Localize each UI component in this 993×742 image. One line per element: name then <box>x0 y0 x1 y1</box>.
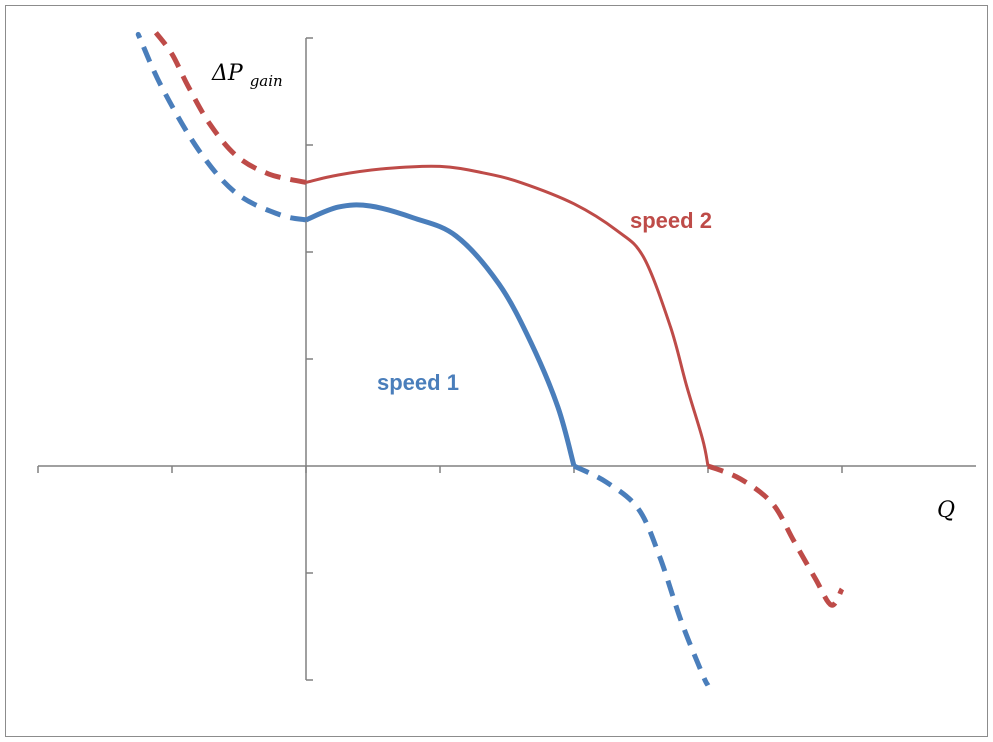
axes <box>37 37 976 681</box>
chart-frame <box>5 5 988 737</box>
speed-1-dashed-left <box>135 31 307 223</box>
x-axis-label: Q <box>937 498 955 523</box>
y-axis-label: ΔP gain <box>211 61 283 90</box>
speed-2-dashed-right <box>707 463 845 608</box>
speed-1-solid-line <box>305 202 577 467</box>
y-axis-label-main: ΔP <box>211 61 244 86</box>
speed-2-solid-line <box>305 164 710 467</box>
speed1-label: speed 1 <box>377 370 459 395</box>
y-axis-label-subscript: gain <box>250 72 283 90</box>
speed-1-dashed-right <box>572 463 711 687</box>
series-lines <box>135 31 845 687</box>
speed2-label: speed 2 <box>630 208 712 233</box>
speed-2-dashed-left <box>153 31 307 185</box>
